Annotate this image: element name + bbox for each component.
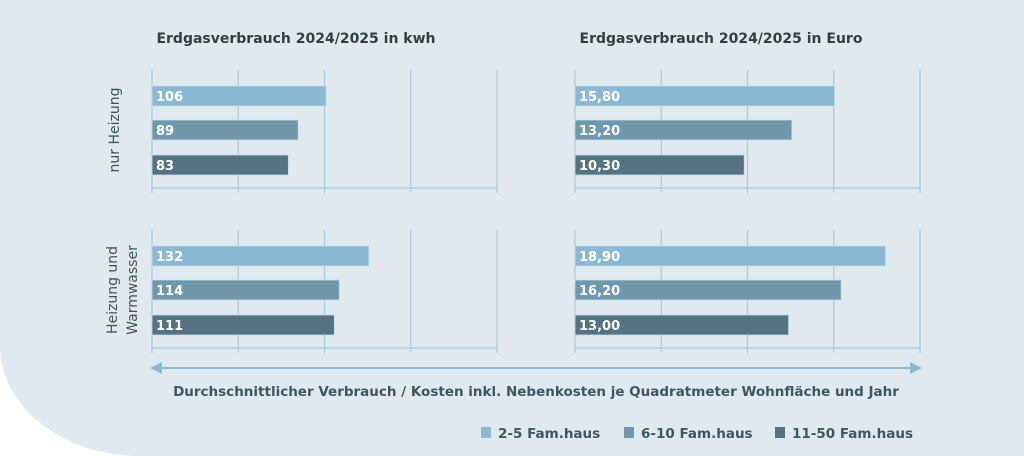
bar <box>151 314 335 336</box>
bar <box>574 245 886 267</box>
bar-data-label: 10,30 <box>579 159 620 174</box>
bar-data-label: 16,20 <box>579 284 620 299</box>
bar-data-label: 89 <box>156 124 174 139</box>
legend-swatch <box>624 427 634 438</box>
row-label-warmwasser: Warmwasser <box>125 245 141 335</box>
chart-title-kwh: Erdgasverbrauch 2024/2025 in kwh <box>156 31 435 47</box>
legend: 2-5 Fam.haus 6-10 Fam.haus 11-50 Fam.haus <box>481 426 913 442</box>
bar <box>151 245 370 267</box>
x-axis-label: Durchschnittlicher Verbrauch / Kosten in… <box>173 384 899 400</box>
legend-label: 11-50 Fam.haus <box>792 426 913 442</box>
legend-label: 6-10 Fam.haus <box>641 426 753 442</box>
arrow-left-icon <box>150 362 162 374</box>
bar-data-label: 111 <box>156 319 183 334</box>
bar-data-label: 114 <box>156 284 183 299</box>
row-label-heizung-und: Heizung und <box>105 246 121 334</box>
bar-data-label: 13,00 <box>579 319 620 334</box>
bar <box>151 154 289 176</box>
row-label-nur-heizung: nur Heizung <box>107 88 123 173</box>
bar-data-label: 132 <box>156 250 183 265</box>
bar <box>574 154 745 176</box>
legend-swatch <box>775 427 785 438</box>
legend-swatch <box>481 427 491 438</box>
arrow-right-icon <box>910 362 922 374</box>
bar-data-label: 15,80 <box>579 90 620 105</box>
bar <box>574 85 835 107</box>
legend-label: 2-5 Fam.haus <box>498 426 600 442</box>
bar <box>151 279 340 301</box>
bar-data-label: 13,20 <box>579 124 620 139</box>
bar <box>574 314 789 336</box>
chart-title-euro: Erdgasverbrauch 2024/2025 in Euro <box>580 31 863 47</box>
bar <box>574 119 793 141</box>
bar <box>574 279 842 301</box>
bar-data-label: 106 <box>156 90 183 105</box>
bar-data-label: 18,90 <box>579 250 620 265</box>
bar-data-label: 83 <box>156 159 174 174</box>
bar <box>151 85 327 107</box>
bar <box>151 119 299 141</box>
